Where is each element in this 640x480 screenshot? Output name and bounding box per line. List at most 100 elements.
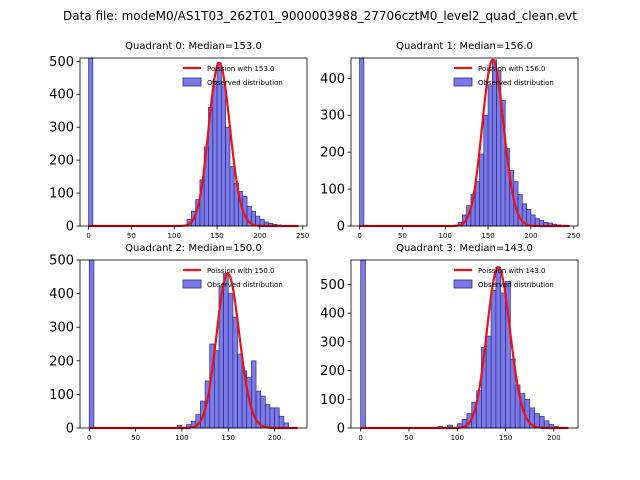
histogram-bar	[229, 166, 235, 227]
legend: Poission with 156.0 Observed distributio…	[453, 65, 554, 87]
y-tick-label: 200	[320, 364, 345, 379]
y-tick-label: 400	[49, 88, 74, 103]
histogram-bar	[495, 266, 502, 429]
y-tick-label: 0	[337, 220, 345, 235]
x-tick-label: 50	[398, 232, 407, 240]
x-tick-label: 0	[86, 232, 90, 240]
y-tick-label: 100	[49, 187, 74, 202]
axes-frame	[79, 259, 308, 429]
histogram-bar	[490, 289, 497, 429]
legend: Poission with 143.0 Observed distributio…	[453, 267, 554, 289]
histogram-bar	[223, 273, 229, 429]
subplot-quadrant-0: Quadrant 0: Median=153.0 0 50 100 150 200 250…	[49, 41, 309, 240]
histogram-bar	[220, 84, 226, 227]
legend-label-observed: Observed distribution	[478, 281, 554, 289]
histogram-bar	[274, 407, 280, 429]
legend: Poission with 153.0 Observed distributio…	[182, 65, 283, 87]
y-tick-label: 200	[320, 146, 345, 161]
y-tick-label: 100	[320, 183, 345, 198]
x-tick-label: 200	[253, 232, 266, 240]
subplot-title: Quadrant 2: Median=150.0	[125, 243, 262, 254]
histogram-bar	[227, 293, 234, 429]
histogram-bar	[237, 353, 243, 429]
histogram-bar	[479, 153, 485, 227]
subplot-quadrant-1: Quadrant 1: Median=156.0 0 50 100 150 200 250…	[320, 41, 580, 240]
x-tick-label: 200	[268, 434, 281, 442]
y-tick-label: 100	[49, 388, 74, 403]
histogram-bar	[487, 85, 493, 227]
legend-bar-swatch	[182, 77, 202, 87]
x-tick-label: 0	[357, 232, 361, 240]
histogram-bar	[232, 316, 238, 429]
histogram-bar	[483, 114, 489, 227]
histogram-bar	[359, 57, 365, 227]
x-tick-label: 200	[547, 434, 560, 442]
histogram-bar	[269, 407, 275, 429]
histogram-bar	[260, 395, 266, 429]
subplot-title: Quadrant 1: Median=156.0	[396, 41, 533, 52]
histogram-bar	[225, 126, 231, 227]
y-tick-label: 400	[320, 72, 345, 87]
x-tick-label: 250	[296, 232, 309, 240]
y-tick-label: 400	[320, 307, 345, 322]
x-tick-label: 150	[222, 434, 235, 442]
plot-area: 0 50 100 150 200 250 0 100 200 300 400 500	[49, 55, 309, 240]
x-tick-label: 50	[127, 232, 136, 240]
x-tick-label: 150	[499, 434, 512, 442]
histogram-bar	[216, 62, 222, 227]
poisson-curve	[360, 266, 569, 430]
legend-bar-swatch	[453, 77, 473, 87]
legend-label-observed: Observed distribution	[207, 281, 283, 289]
legend-bar-swatch	[453, 279, 473, 289]
x-tick-label: 100	[439, 232, 452, 240]
histogram-bar	[213, 350, 220, 429]
legend: Poission with 150.0 Observed distributio…	[182, 267, 283, 289]
histogram-bar	[88, 259, 95, 429]
legend-label-poisson: Poission with 153.0	[207, 65, 275, 73]
legend-label-observed: Observed distribution	[478, 79, 554, 87]
y-tick-label: 300	[320, 335, 345, 350]
subplot-title: Quadrant 3: Median=143.0	[396, 243, 533, 254]
x-tick-label: 150	[481, 232, 494, 240]
x-tick-label: 0	[358, 434, 362, 442]
x-tick-label: 100	[451, 434, 464, 442]
x-tick-label: 0	[87, 434, 91, 442]
y-tick-label: 500	[320, 278, 345, 293]
poisson-curve	[88, 61, 299, 228]
x-tick-label: 50	[131, 434, 140, 442]
suptitle: Data file: modeM0/AS1T03_262T01_90000039…	[63, 9, 577, 23]
histogram-bar	[539, 416, 545, 429]
axes-frame	[79, 57, 308, 227]
legend-label-poisson: Poission with 143.0	[478, 267, 546, 275]
x-tick-label: 150	[210, 232, 223, 240]
plot-area: 0 50 100 150 200 250 0 100 200 300 400	[320, 57, 580, 240]
subplot-quadrant-3: Quadrant 3: Median=143.0 0 50 100 150 200 0 10…	[320, 243, 579, 442]
y-tick-label: 300	[320, 109, 345, 124]
subplot-quadrant-2: Quadrant 2: Median=150.0 0 50 100 150 200 0 10…	[49, 243, 308, 442]
x-tick-label: 200	[524, 232, 537, 240]
y-tick-label: 100	[320, 393, 345, 408]
histogram-bar	[530, 214, 536, 227]
histogram-bar	[360, 259, 366, 429]
y-tick-label: 500	[49, 254, 74, 269]
axes-frame	[350, 259, 579, 429]
y-tick-label: 400	[49, 287, 74, 302]
histogram-bar	[500, 292, 506, 429]
histogram-bar	[485, 335, 492, 429]
legend-label-poisson: Poission with 150.0	[207, 267, 275, 275]
plot-area: 0 50 100 150 200 0 100 200 300 400 500	[49, 254, 308, 442]
y-tick-label: 200	[49, 154, 74, 169]
subplot-title: Quadrant 0: Median=153.0	[125, 41, 262, 52]
y-tick-label: 200	[49, 354, 74, 369]
x-tick-label: 100	[175, 434, 188, 442]
x-tick-label: 250	[567, 232, 580, 240]
histogram-bar	[264, 404, 271, 429]
plot-area: 0 50 100 150 200 0 100 200 300 400 500	[320, 259, 579, 442]
histogram-bar	[278, 415, 285, 429]
axes-frame	[350, 57, 579, 227]
y-tick-label: 0	[66, 422, 74, 437]
y-tick-label: 500	[49, 55, 74, 70]
y-tick-label: 300	[49, 121, 74, 136]
y-tick-label: 300	[49, 321, 74, 336]
